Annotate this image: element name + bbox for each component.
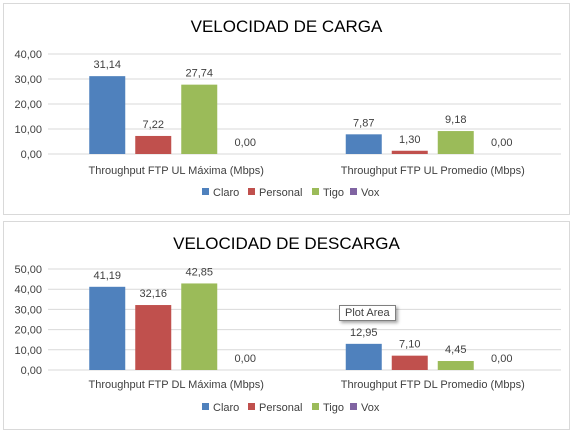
plot-area-tooltip: Plot Area	[339, 305, 396, 321]
category-label: Throughput FTP UL Promedio (Mbps)	[341, 165, 525, 177]
bar[interactable]	[181, 84, 218, 154]
data-label: 0,00	[235, 353, 256, 365]
chart-svg: VELOCIDAD DE CARGA 0,00 10,00 20,00 30,00 40,…	[14, 17, 561, 199]
data-label: 32,16	[139, 288, 167, 300]
legend-swatch	[248, 188, 255, 195]
y-tick-label: 30,00	[14, 304, 42, 316]
y-tick-label: 50,00	[14, 264, 42, 276]
legend-swatch	[202, 188, 209, 195]
legend-swatch	[312, 188, 319, 195]
legend-label: Tigo	[323, 402, 344, 414]
legend-swatch	[350, 188, 357, 195]
y-tick-label: 30,00	[14, 74, 42, 86]
chart-title: VELOCIDAD DE CARGA	[191, 17, 383, 36]
y-tick-label: 10,00	[14, 124, 42, 136]
data-label: 31,14	[93, 59, 121, 71]
upload-speed-chart[interactable]: VELOCIDAD DE CARGA 0,00 10,00 20,00 30,00 40,…	[3, 3, 570, 215]
bar[interactable]	[89, 286, 126, 370]
category-label: Throughput FTP DL Promedio (Mbps)	[341, 379, 525, 391]
bar[interactable]	[345, 134, 382, 154]
legend-label: Personal	[259, 187, 302, 199]
bar[interactable]	[391, 355, 428, 370]
download-speed-chart[interactable]: VELOCIDAD DE DESCARGA 0,00 10,00 20,00 30,00…	[3, 221, 570, 430]
y-tick-label: 40,00	[14, 284, 42, 296]
legend-label: Personal	[259, 402, 302, 414]
bar[interactable]	[437, 361, 474, 370]
data-label: 27,74	[185, 68, 213, 80]
data-label: 9,18	[445, 114, 466, 126]
data-label: 1,30	[399, 134, 420, 146]
data-label: 0,00	[491, 353, 512, 365]
bar[interactable]	[181, 283, 218, 370]
legend-swatch	[202, 403, 209, 410]
y-tick-label: 0,00	[21, 149, 42, 161]
data-label: 12,95	[350, 327, 378, 339]
data-label: 4,45	[445, 344, 466, 356]
data-label: 7,10	[399, 339, 420, 351]
y-tick-label: 40,00	[14, 49, 42, 61]
data-label: 0,00	[491, 137, 512, 149]
legend-label: Vox	[361, 187, 380, 199]
legend-label: Vox	[361, 402, 380, 414]
data-label: 0,00	[235, 137, 256, 149]
legend-label: Claro	[213, 402, 239, 414]
chart-svg: VELOCIDAD DE DESCARGA 0,00 10,00 20,00 30,00…	[14, 234, 561, 414]
bar[interactable]	[437, 131, 474, 154]
y-tick-label: 20,00	[14, 325, 42, 337]
legend-swatch	[350, 403, 357, 410]
bar[interactable]	[391, 150, 428, 154]
data-label: 7,87	[353, 117, 374, 129]
legend-label: Claro	[213, 187, 239, 199]
y-tick-label: 10,00	[14, 345, 42, 357]
category-label: Throughput FTP DL Máxima (Mbps)	[89, 379, 264, 391]
data-label: 7,22	[143, 119, 164, 131]
data-label: 42,85	[185, 266, 213, 278]
legend-swatch	[248, 403, 255, 410]
category-label: Throughput FTP UL Máxima (Mbps)	[89, 165, 264, 177]
legend-label: Tigo	[323, 187, 344, 199]
y-tick-label: 20,00	[14, 99, 42, 111]
y-tick-label: 0,00	[21, 365, 42, 377]
bar[interactable]	[345, 343, 382, 370]
legend-swatch	[312, 403, 319, 410]
chart-title: VELOCIDAD DE DESCARGA	[173, 234, 400, 253]
bar[interactable]	[135, 305, 172, 370]
data-label: 41,19	[93, 270, 121, 282]
bar[interactable]	[89, 76, 126, 154]
bar[interactable]	[135, 135, 172, 154]
